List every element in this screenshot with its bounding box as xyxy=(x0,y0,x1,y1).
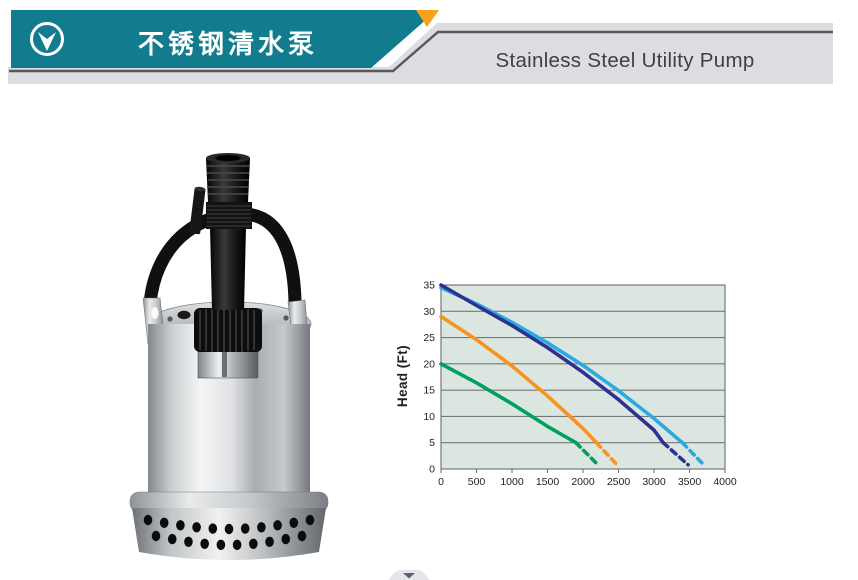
pump-performance-chart: 0 500 1000 1500 2000 2500 3000 3500 4000 0 5 10 15 20… xyxy=(423,280,737,489)
scroll-down-tab[interactable] xyxy=(388,569,430,580)
strainer-hole xyxy=(167,533,177,545)
strainer-hole xyxy=(240,523,250,534)
page-title-english: Stainless Steel Utility Pump xyxy=(495,49,755,72)
header-teal-banner xyxy=(11,10,437,68)
header-gray-band xyxy=(8,23,833,84)
curve-orange-dashed xyxy=(594,440,619,467)
page-title-chinese: 不锈钢清水泵 xyxy=(138,29,319,59)
strainer-hole xyxy=(176,520,185,531)
strainer-hole xyxy=(273,520,282,531)
x-tick-label: 4000 xyxy=(713,476,737,488)
y-tick-label: 35 xyxy=(423,280,435,292)
header-divider-line xyxy=(9,30,833,73)
pump-cable xyxy=(189,186,206,235)
x-tick-label: 2000 xyxy=(571,476,595,488)
strainer-hole xyxy=(232,539,242,551)
strainer-hole xyxy=(281,533,291,545)
strainer-hole xyxy=(151,530,161,542)
curve-green-dashed xyxy=(574,440,600,467)
y-tick-label: 20 xyxy=(423,358,435,370)
header-banner xyxy=(8,10,833,84)
y-tick-label: 5 xyxy=(429,437,435,449)
x-tick-label: 500 xyxy=(468,476,486,488)
strainer-hole xyxy=(200,538,209,549)
chevron-down-icon xyxy=(403,573,415,579)
strainer-hole xyxy=(305,514,315,526)
y-tick-label: 15 xyxy=(423,385,435,397)
x-tick-label: 2500 xyxy=(607,476,631,488)
y-tick-label: 25 xyxy=(423,332,435,344)
strap-hole xyxy=(151,307,159,319)
pump-outlet-assembly xyxy=(194,153,262,379)
curve-orange-solid xyxy=(439,314,599,445)
pump-product-image xyxy=(129,153,329,560)
strainer-hole xyxy=(216,539,226,551)
strainer-hole xyxy=(297,530,307,542)
curve-green-solid xyxy=(439,362,578,445)
strainer-hole xyxy=(257,522,266,533)
lid-bolt xyxy=(283,315,289,321)
curve-light-blue-dashed xyxy=(680,440,706,467)
x-tick-label: 0 xyxy=(438,476,444,488)
y-tick-label: 0 xyxy=(429,464,435,476)
curve-dark-blue-solid xyxy=(439,283,666,445)
strainer-hole xyxy=(192,522,201,533)
x-tick-label: 1000 xyxy=(500,476,524,488)
strainer-hole xyxy=(143,514,153,526)
circle-down-arrow-icon xyxy=(30,22,64,56)
strainer-hole xyxy=(249,538,258,549)
strainer-hole xyxy=(184,536,193,547)
chart-y-axis-label: Head (Ft) xyxy=(395,344,410,408)
strainer-hole xyxy=(289,517,299,528)
header-accent-triangle xyxy=(416,10,439,27)
strainer-hole xyxy=(224,523,234,535)
strainer-hole xyxy=(208,523,218,534)
lid-bolt xyxy=(167,316,173,322)
x-tick-label: 3500 xyxy=(678,476,702,488)
strainer-holes xyxy=(143,514,315,551)
curve-dark-blue-dashed xyxy=(661,440,690,467)
strainer-hole xyxy=(265,536,274,547)
y-tick-label: 10 xyxy=(423,411,435,423)
x-tick-label: 1500 xyxy=(536,476,560,488)
y-tick-label: 30 xyxy=(423,306,435,318)
lid-knob xyxy=(177,310,191,320)
strainer-hole xyxy=(159,517,169,528)
x-tick-label: 3000 xyxy=(642,476,666,488)
